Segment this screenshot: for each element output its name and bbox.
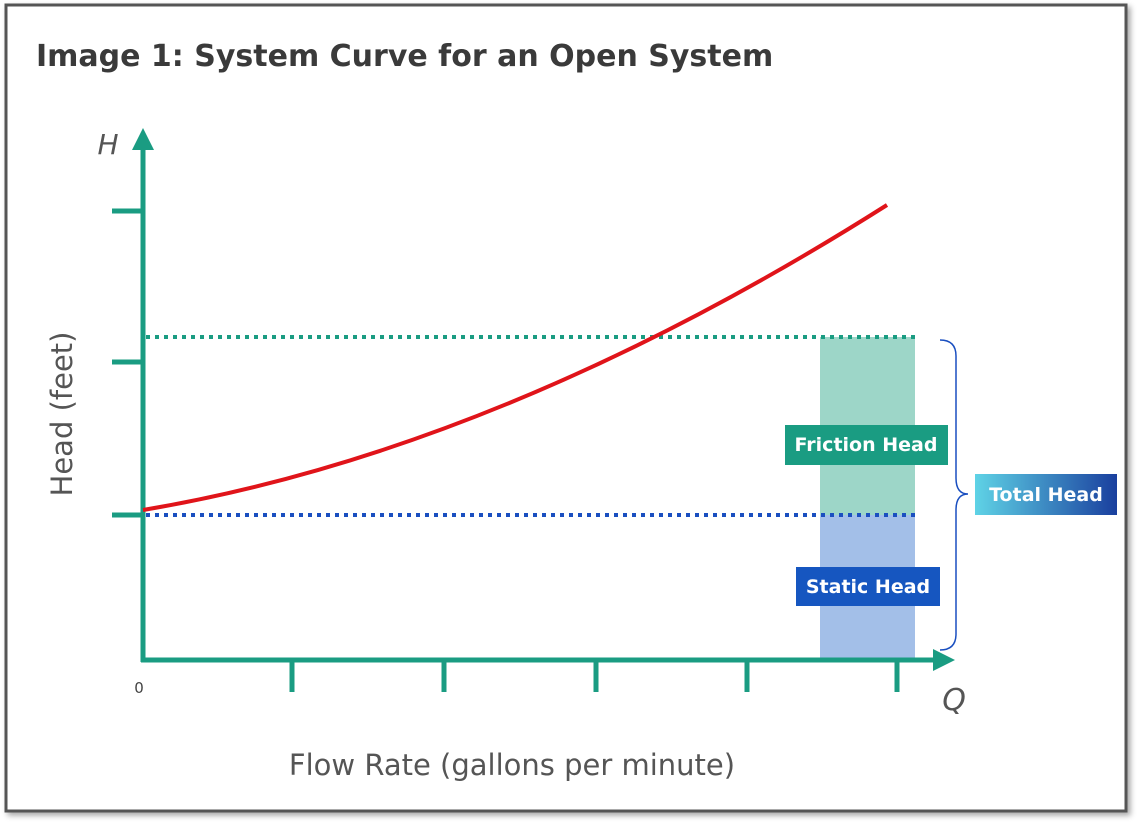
y-symbol: H — [97, 128, 118, 161]
total-brace — [939, 339, 969, 651]
friction-box — [785, 425, 948, 465]
static-box — [796, 567, 940, 606]
x-axis-label: Flow Rate (gallons per minute) — [289, 748, 735, 782]
y-axis-label: Head (feet) — [45, 332, 79, 497]
total-label: Total Head — [989, 484, 1103, 506]
title: Image 1: System Curve for an Open System — [36, 39, 773, 74]
y-arrow — [132, 128, 154, 150]
system-curve — [142, 203, 889, 512]
x-symbol: Q — [942, 683, 966, 718]
frame — [4, 3, 1128, 813]
origin-label: 0 — [134, 679, 144, 697]
static-label: Static Head — [806, 576, 930, 598]
axes — [112, 148, 935, 692]
total-box — [975, 474, 1117, 515]
x-arrow — [933, 649, 955, 671]
friction-label: Friction Head — [795, 434, 938, 456]
